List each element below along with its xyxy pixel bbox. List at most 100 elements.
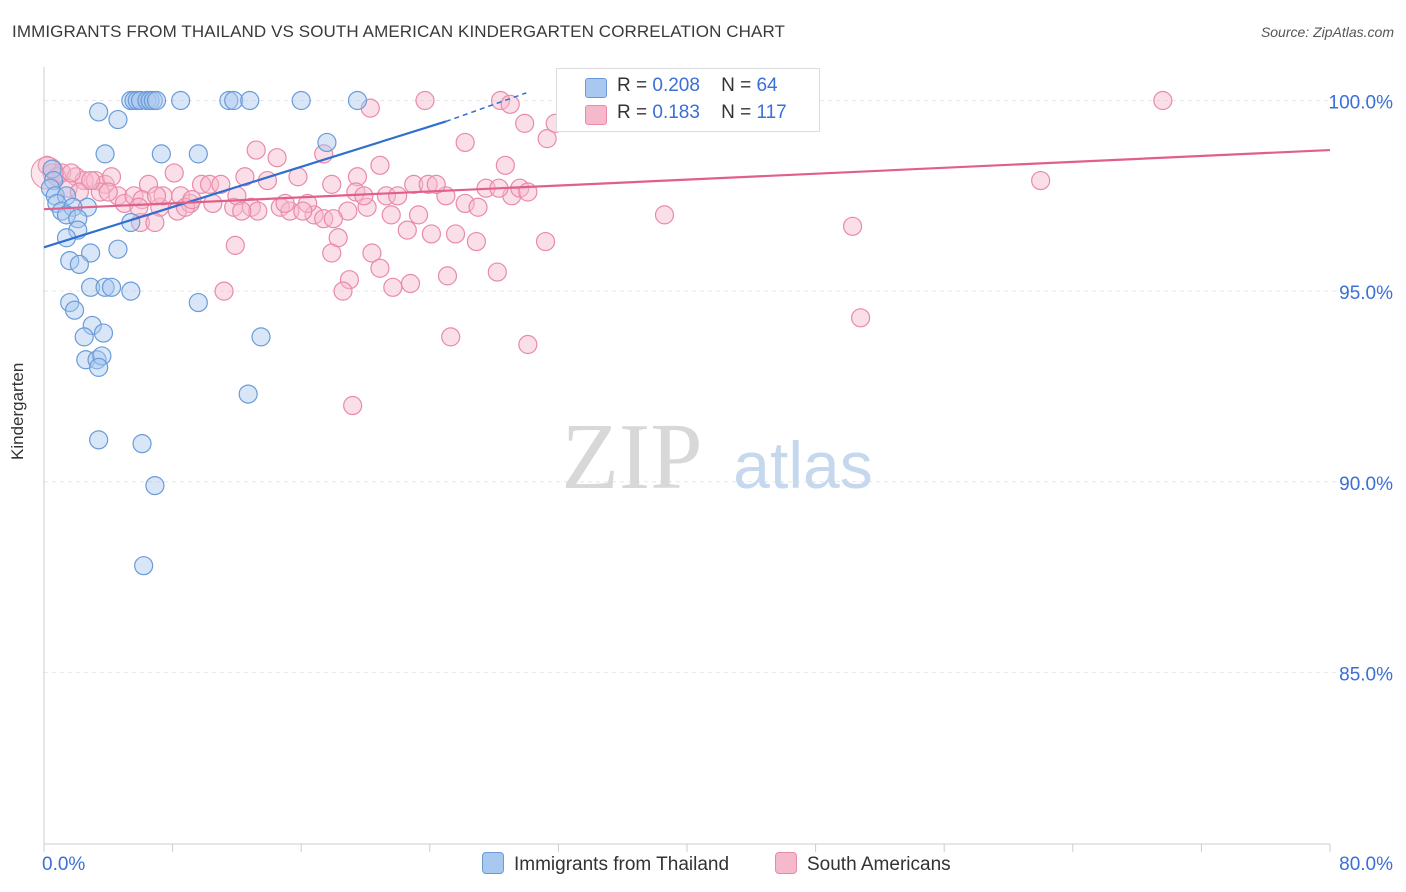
legend-r-label: R = xyxy=(617,75,648,96)
legend-item-thailand[interactable]: Immigrants from Thailand xyxy=(482,852,729,876)
data-point-thailand xyxy=(68,209,88,229)
data-point-south-americans xyxy=(426,174,446,194)
y-tick-label: 85.0% xyxy=(1339,664,1393,685)
data-point-south-americans xyxy=(343,395,363,416)
data-point-thailand xyxy=(74,327,94,347)
grid-lines xyxy=(44,100,1392,673)
data-point-thailand xyxy=(251,327,271,347)
data-point-thailand xyxy=(89,102,109,122)
data-point-thailand xyxy=(101,277,122,297)
y-axis-label: Kindergarten xyxy=(8,362,27,460)
data-point-thailand xyxy=(188,144,208,164)
data-point-south-americans xyxy=(146,186,167,206)
legend-swatch-pink xyxy=(585,105,607,125)
data-point-south-americans xyxy=(445,224,466,244)
data-point-thailand xyxy=(108,239,128,259)
data-point-south-americans xyxy=(518,334,538,355)
data-point-south-americans xyxy=(418,174,438,194)
legend-label-thailand: Immigrants from Thailand xyxy=(514,854,730,875)
data-point-south-americans xyxy=(441,327,461,347)
data-point-south-americans xyxy=(654,205,675,225)
y-tick-label: 95.0% xyxy=(1339,283,1393,304)
data-point-south-americans xyxy=(376,186,396,206)
data-point-south-americans xyxy=(851,308,871,328)
legend-item-south-americans[interactable]: South Americans xyxy=(775,852,951,876)
data-point-south-americans xyxy=(500,94,520,114)
data-point-thailand xyxy=(145,475,165,496)
data-point-south-americans xyxy=(383,277,403,297)
data-point-south-americans xyxy=(400,273,421,294)
data-point-south-americans xyxy=(191,174,212,194)
y-tick-label: 100.0% xyxy=(1329,93,1394,114)
data-point-south-americans xyxy=(246,140,266,160)
data-point-south-americans xyxy=(314,209,334,229)
data-point-thailand xyxy=(60,251,80,271)
data-point-south-americans xyxy=(214,281,234,301)
data-point-thailand xyxy=(89,430,109,450)
legend-n-value: 64 xyxy=(756,75,778,96)
data-point-thailand xyxy=(347,90,368,111)
data-point-thailand xyxy=(240,90,260,111)
legend-n-label: N = xyxy=(721,75,752,96)
data-point-thailand xyxy=(146,90,167,111)
data-point-thailand xyxy=(64,300,85,320)
data-point-thailand xyxy=(81,243,101,263)
data-point-thailand xyxy=(95,144,115,164)
data-point-south-americans xyxy=(842,216,863,236)
data-point-south-americans xyxy=(455,132,475,153)
data-point-thailand xyxy=(89,357,109,377)
data-point-thailand xyxy=(291,90,311,111)
data-point-south-americans xyxy=(408,205,429,225)
data-point-south-americans xyxy=(129,197,149,217)
legend-swatch-blue xyxy=(585,78,607,98)
legend-label-south-americans: South Americans xyxy=(807,854,951,875)
watermark-zip: ZIP xyxy=(562,405,703,509)
data-point-thailand xyxy=(171,90,191,111)
data-point-thailand xyxy=(95,277,115,297)
thailand-points xyxy=(40,90,368,576)
axes xyxy=(43,67,1331,852)
data-point-south-americans xyxy=(323,209,343,229)
legend-n-label: N = xyxy=(721,102,752,123)
data-point-thailand xyxy=(134,556,154,576)
data-point-thailand xyxy=(121,281,141,301)
trend-line-thailand xyxy=(43,120,447,249)
data-point-south-americans xyxy=(1031,170,1051,191)
legend-swatch-pink xyxy=(775,852,797,874)
data-point-south-americans xyxy=(404,174,424,194)
data-point-south-americans xyxy=(267,148,287,168)
data-point-south-americans xyxy=(421,224,442,244)
data-point-thailand xyxy=(224,90,244,111)
data-point-south-americans xyxy=(235,167,255,187)
data-point-thailand xyxy=(108,109,128,130)
data-point-thailand xyxy=(151,144,171,164)
data-point-south-americans xyxy=(535,231,556,252)
data-point-south-americans xyxy=(248,201,268,221)
data-point-south-americans xyxy=(61,163,81,183)
data-point-south-americans xyxy=(333,281,353,301)
data-point-south-americans xyxy=(199,174,220,194)
data-point-south-americans xyxy=(415,90,435,111)
data-point-south-americans xyxy=(468,197,488,217)
data-point-south-americans xyxy=(293,201,313,221)
data-point-south-americans xyxy=(328,228,348,248)
data-point-south-americans xyxy=(98,182,118,202)
data-point-thailand xyxy=(81,277,101,297)
data-point-thailand xyxy=(188,292,208,313)
data-point-thailand xyxy=(93,323,114,343)
data-point-south-americans xyxy=(322,174,342,194)
x-tick-label: 0.0% xyxy=(42,854,85,875)
data-point-south-americans xyxy=(466,231,487,252)
data-point-south-americans xyxy=(357,197,377,217)
data-point-south-americans xyxy=(304,205,324,225)
data-point-south-americans xyxy=(225,235,245,255)
data-point-thailand xyxy=(238,384,258,404)
legend-swatch-blue xyxy=(482,852,504,874)
data-point-south-americans xyxy=(339,270,360,290)
x-tick-label: 80.0% xyxy=(1339,854,1393,875)
data-point-south-americans xyxy=(388,186,408,206)
watermark-atlas: atlas xyxy=(733,428,872,502)
data-point-south-americans xyxy=(232,201,252,221)
data-point-south-americans xyxy=(490,90,511,111)
